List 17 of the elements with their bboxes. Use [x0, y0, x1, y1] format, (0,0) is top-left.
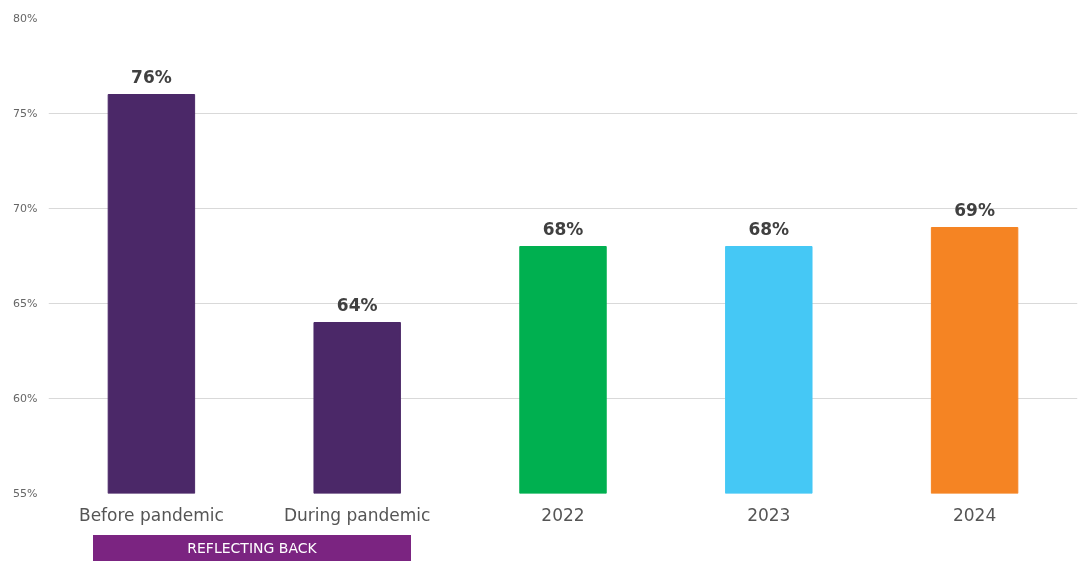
y-tick-label: 55%	[13, 487, 38, 500]
y-tick-label: 65%	[13, 297, 38, 310]
data-label: 68%	[542, 218, 584, 239]
text: REFLECTING BACK	[93, 535, 411, 561]
y-tick-label: 80%	[13, 12, 38, 25]
x-tick-label: Before pandemic	[78, 504, 224, 525]
y-tick-label: 60%	[13, 392, 38, 405]
data-label: 68%	[748, 218, 790, 239]
data-label: 69%	[954, 199, 995, 220]
y-tick-label: 75%	[13, 107, 38, 120]
data-label: 64%	[336, 294, 378, 315]
x-tick-label: During pandemic	[284, 504, 431, 525]
data-label: 76%	[131, 66, 172, 87]
x-tick-label: 2023	[747, 504, 791, 525]
x-tick-label: 2024	[952, 504, 997, 525]
x-tick-label: 2022	[541, 504, 585, 525]
y-tick-label: 70%	[13, 202, 38, 215]
